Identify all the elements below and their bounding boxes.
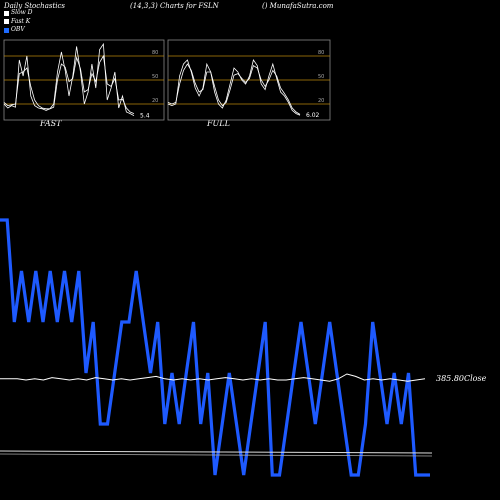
legend-item-slow-d: Slow D: [4, 9, 33, 18]
chart-params: (14,3,3) Charts for FSLN: [130, 2, 219, 10]
fast-tick-label-20: 20: [152, 98, 158, 104]
full-series-1: [167, 63, 301, 115]
legend-swatch-obv: [4, 27, 9, 33]
fast-series-0: [3, 42, 135, 117]
reference-line-2: [0, 453, 433, 457]
legend-item-obv: OBV: [4, 26, 33, 35]
fast-last-value-label: 5.4: [140, 113, 150, 120]
close-price-label: 385.80Close: [436, 374, 487, 383]
fast-tick-label-50: 50: [152, 74, 158, 80]
full-tick-label-20: 20: [318, 98, 324, 104]
price-line: [0, 373, 426, 382]
full-tick-label-80: 80: [318, 50, 324, 56]
legend: Slow D Fast K OBV: [4, 9, 33, 35]
legend-label-slow-d: Slow D: [11, 9, 33, 16]
fast-tick-label-80: 80: [152, 50, 158, 56]
chart-title: Daily Stochastics: [4, 2, 66, 10]
fast-series-1: [3, 54, 135, 114]
legend-label-fast-k: Fast K: [11, 17, 31, 25]
full-last-value-label: 6.02: [306, 112, 320, 119]
legend-swatch-slow-d: [4, 10, 9, 16]
reference-line-1: [0, 450, 433, 454]
full-tick-label-50: 50: [318, 74, 324, 80]
legend-item-fast-k: Fast K: [4, 18, 33, 27]
obv-line: [0, 218, 430, 477]
legend-swatch-fast-k: [4, 19, 9, 25]
fast-panel-label: FAST: [40, 119, 62, 128]
legend-label-obv: OBV: [11, 26, 25, 33]
site-name: () MunafaSutra.com: [262, 2, 334, 10]
full-panel-label: FULL: [207, 119, 230, 128]
